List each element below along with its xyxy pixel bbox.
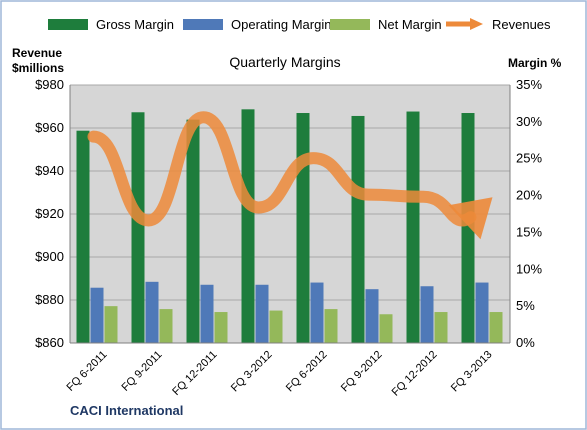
gross-margin-bar	[76, 130, 90, 343]
operating-margin-bar	[255, 284, 269, 343]
net-margin-bar	[434, 312, 448, 343]
legend-label-revenues: Revenues	[492, 16, 551, 32]
net-margin-bar	[214, 312, 228, 343]
operating-margin-bar	[420, 286, 434, 343]
legend-swatch-operating-margin	[183, 18, 223, 30]
legend-item-revenues: Revenues	[444, 13, 551, 35]
gross-margin-bar	[406, 111, 420, 343]
gross-margin-bar	[351, 115, 365, 344]
gross-margin-bar	[461, 113, 475, 343]
left-tick-label: $920	[35, 206, 64, 221]
left-axis-title-line1: Revenue	[12, 46, 63, 60]
operating-margin-bar	[310, 282, 324, 343]
bar-layer	[76, 109, 503, 344]
left-tick-label: $940	[35, 163, 64, 178]
net-margin-bar	[489, 312, 503, 343]
right-tick-label: 25%	[516, 151, 542, 166]
legend-item-operating-margin: Operating Margin	[183, 13, 331, 35]
revenue-line-layer	[87, 111, 493, 240]
gross-margin-bar	[131, 112, 145, 343]
gross-margin-bar	[296, 113, 310, 343]
operating-margin-bar	[145, 281, 159, 343]
right-tick-label: 20%	[516, 188, 542, 203]
right-tick-label: 30%	[516, 114, 542, 129]
legend-item-gross-margin: Gross Margin	[48, 13, 174, 35]
right-tick-label: 5%	[516, 298, 535, 313]
operating-margin-bar	[365, 289, 379, 343]
left-tick-label: $880	[35, 292, 64, 307]
right-tick-label: 35%	[516, 77, 542, 92]
legend: Gross Margin Operating Margin Net Margin…	[0, 13, 587, 35]
net-margin-bar	[269, 310, 283, 343]
legend-label-operating-margin: Operating Margin	[231, 16, 332, 32]
chart-title: Quarterly Margins	[229, 54, 341, 70]
right-tick-label: 10%	[516, 261, 542, 276]
right-tick-label: 15%	[516, 224, 542, 239]
legend-swatch-net-margin	[330, 18, 370, 30]
left-axis-title-line2: $millions	[12, 61, 65, 75]
net-margin-bar	[379, 314, 393, 343]
left-axis-title: Revenue $millions	[12, 46, 64, 76]
legend-label-net-margin: Net Margin	[378, 16, 442, 32]
left-tick-label: $960	[35, 120, 64, 135]
gross-margin-bar	[186, 119, 200, 343]
revenues-line	[87, 111, 477, 227]
left-tick-label: $860	[35, 335, 64, 350]
legend-arrow-icon	[446, 18, 483, 30]
left-tick-label: $980	[35, 77, 64, 92]
legend-item-net-margin: Net Margin	[330, 13, 442, 35]
net-margin-bar	[324, 309, 338, 343]
operating-margin-bar	[90, 287, 104, 343]
legend-swatch-gross-margin	[48, 18, 88, 30]
operating-margin-bar	[475, 282, 489, 343]
left-tick-label: $900	[35, 249, 64, 264]
right-axis-title: Margin %	[508, 56, 562, 70]
net-margin-bar	[104, 306, 118, 343]
revenues-arrowhead	[448, 197, 493, 240]
right-tick-label: 0%	[516, 335, 535, 350]
legend-label-gross-margin: Gross Margin	[96, 16, 175, 32]
gross-margin-bar	[241, 109, 255, 343]
company-name: CACI International	[70, 403, 184, 418]
operating-margin-bar	[200, 284, 214, 343]
net-margin-bar	[159, 309, 173, 343]
